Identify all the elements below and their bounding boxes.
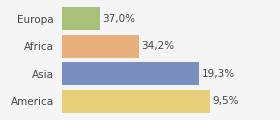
Text: 9,5%: 9,5% (213, 96, 239, 106)
Text: 37,0%: 37,0% (102, 14, 135, 24)
Text: 34,2%: 34,2% (142, 41, 175, 51)
Text: 19,3%: 19,3% (201, 69, 235, 79)
Bar (62, 7, 100, 30)
Bar (62, 35, 139, 57)
Bar (62, 63, 199, 85)
Bar (62, 90, 210, 113)
